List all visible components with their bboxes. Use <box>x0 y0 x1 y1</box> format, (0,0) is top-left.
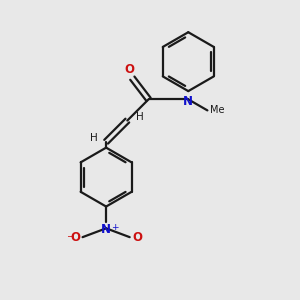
Text: O: O <box>132 231 142 244</box>
Text: N: N <box>183 95 193 108</box>
Text: H: H <box>89 133 97 143</box>
Text: O: O <box>70 231 80 244</box>
Text: O: O <box>124 63 134 76</box>
Text: N: N <box>101 223 111 236</box>
Text: Me: Me <box>210 105 224 116</box>
Text: H: H <box>136 112 144 122</box>
Text: −: − <box>66 231 74 240</box>
Text: +: + <box>111 223 119 232</box>
